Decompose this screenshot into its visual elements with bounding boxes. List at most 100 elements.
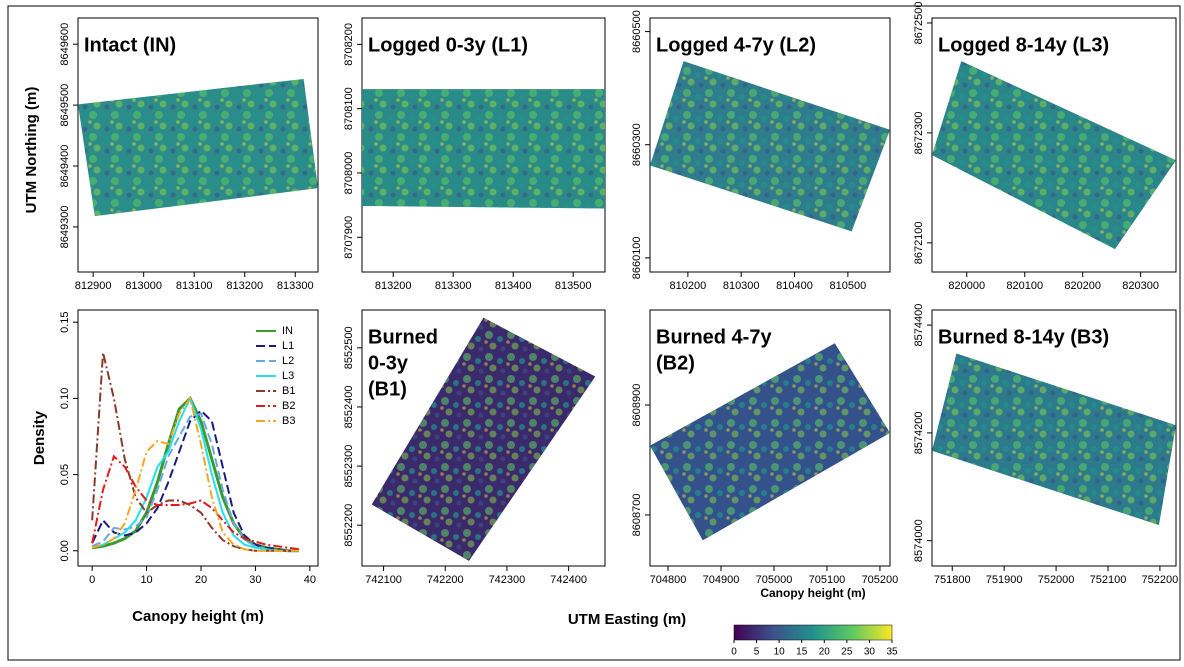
- plot-box: [77, 17, 319, 273]
- x-tick-label: 751900: [986, 574, 1023, 586]
- legend-label: B1: [282, 385, 295, 397]
- y-axis-label: Density: [31, 410, 48, 465]
- x-tick-label: 810500: [830, 280, 867, 292]
- x-tick-label: 813300: [277, 280, 314, 292]
- y-tick-label: 8660100: [631, 236, 643, 279]
- raster-texture: [78, 78, 318, 217]
- x-tick-label: 752000: [1038, 574, 1075, 586]
- y-tick-label: 8660300: [631, 123, 643, 166]
- panel-title: 0-3y: [368, 352, 409, 374]
- y-tick-label: 0.00: [59, 540, 71, 561]
- plot-box: [361, 309, 606, 567]
- legend-label: IN: [282, 325, 293, 337]
- density-line: [91, 409, 299, 552]
- y-tick-label: 8552200: [343, 504, 355, 547]
- colorbar-tick-label: 20: [819, 647, 831, 658]
- x-tick-label: 20: [195, 574, 207, 586]
- colorbar: [733, 624, 893, 641]
- x-tick-label: 752200: [1142, 574, 1179, 586]
- x-tick-label: 10: [140, 574, 152, 586]
- figure-xlabel: UTM Easting (m): [568, 611, 686, 628]
- x-tick-label: 705000: [756, 574, 793, 586]
- y-tick-label: 8649600: [59, 23, 71, 66]
- legend-label: L2: [282, 355, 294, 367]
- x-axis-label: Canopy height (m): [132, 608, 264, 625]
- y-tick-label: 8574400: [913, 304, 925, 347]
- x-tick-label: 742100: [365, 574, 402, 586]
- x-tick-label: 752100: [1090, 574, 1127, 586]
- x-tick-label: 742200: [427, 574, 464, 586]
- density-line: [91, 395, 299, 552]
- density-line: [91, 454, 300, 551]
- y-tick-label: 8660500: [631, 10, 643, 53]
- y-tick-label: 8574200: [913, 411, 925, 454]
- plot-box: [931, 17, 1177, 273]
- plot-box: [77, 309, 319, 567]
- y-tick-label: 8574000: [913, 519, 925, 562]
- plot-box: [649, 309, 891, 567]
- x-tick-label: 813300: [435, 280, 472, 292]
- density-line: [91, 396, 299, 552]
- colorbar-tick-label: 25: [841, 647, 853, 658]
- panel-title: Intact (IN): [84, 34, 176, 56]
- x-tick-label: 813000: [125, 280, 162, 292]
- legend-label: B2: [282, 400, 295, 412]
- density-line: [91, 352, 299, 552]
- y-tick-label: 8552500: [343, 326, 355, 369]
- x-tick-label: 704900: [703, 574, 740, 586]
- panel-title: Burned 8-14y (B3): [938, 326, 1109, 348]
- x-tick-label: 810400: [776, 280, 813, 292]
- y-tick-label: 0.10: [59, 388, 71, 409]
- y-tick-label: 8708200: [343, 23, 355, 66]
- raster-texture: [650, 61, 890, 232]
- colorbar-tick-label: 15: [796, 647, 808, 658]
- panel-title: Burned 4-7y: [656, 326, 772, 348]
- x-tick-label: 705100: [809, 574, 846, 586]
- y-tick-label: 8649400: [59, 145, 71, 188]
- frame: [7, 5, 1181, 661]
- y-tick-label: 8608900: [631, 384, 643, 427]
- raster-texture: [371, 317, 596, 561]
- x-tick-label: 704800: [650, 574, 687, 586]
- y-tick-label: 8649500: [59, 84, 71, 127]
- colorbar-tick-label: 0: [731, 647, 737, 658]
- raster-texture: [650, 343, 890, 541]
- y-tick-label: 8708100: [343, 87, 355, 130]
- x-tick-label: 820300: [1122, 280, 1159, 292]
- panel-title: Logged 8-14y (L3): [938, 34, 1109, 56]
- y-tick-label: 0.15: [59, 311, 71, 332]
- panel-title: Logged 0-3y (L1): [368, 34, 528, 56]
- colorbar-tick-label: 5: [754, 647, 760, 658]
- colorbar-tick-label: 35: [886, 647, 898, 658]
- raster-texture: [362, 89, 605, 209]
- x-tick-label: 820200: [1064, 280, 1101, 292]
- x-tick-label: 813200: [375, 280, 412, 292]
- figure-ylabel: UTM Northing (m): [23, 87, 40, 214]
- x-tick-label: 813400: [495, 280, 532, 292]
- y-tick-label: 8608700: [631, 493, 643, 536]
- x-tick-label: 820100: [1006, 280, 1043, 292]
- y-tick-label: 8649300: [59, 206, 71, 249]
- y-tick-label: 8672100: [913, 221, 925, 264]
- y-tick-label: 0.05: [59, 464, 71, 485]
- plot-box: [931, 309, 1177, 567]
- colorbar-title: Canopy height (m): [760, 586, 865, 600]
- legend-label: L3: [282, 370, 294, 382]
- x-tick-label: 810200: [670, 280, 707, 292]
- x-tick-label: 813200: [226, 280, 263, 292]
- y-tick-label: 8708000: [343, 152, 355, 195]
- panel-title: Burned: [368, 326, 438, 348]
- x-tick-label: 30: [249, 574, 261, 586]
- x-tick-label: 813500: [555, 280, 592, 292]
- x-tick-label: 751800: [934, 574, 971, 586]
- x-tick-label: 40: [304, 574, 316, 586]
- panel-title: (B2): [656, 352, 695, 374]
- x-tick-label: 810300: [723, 280, 760, 292]
- x-tick-label: 705200: [862, 574, 899, 586]
- raster-texture: [932, 353, 1176, 526]
- y-tick-label: 8672500: [913, 2, 925, 45]
- raster-texture: [932, 61, 1176, 250]
- x-tick-label: 742300: [489, 574, 526, 586]
- x-tick-label: 812900: [75, 280, 112, 292]
